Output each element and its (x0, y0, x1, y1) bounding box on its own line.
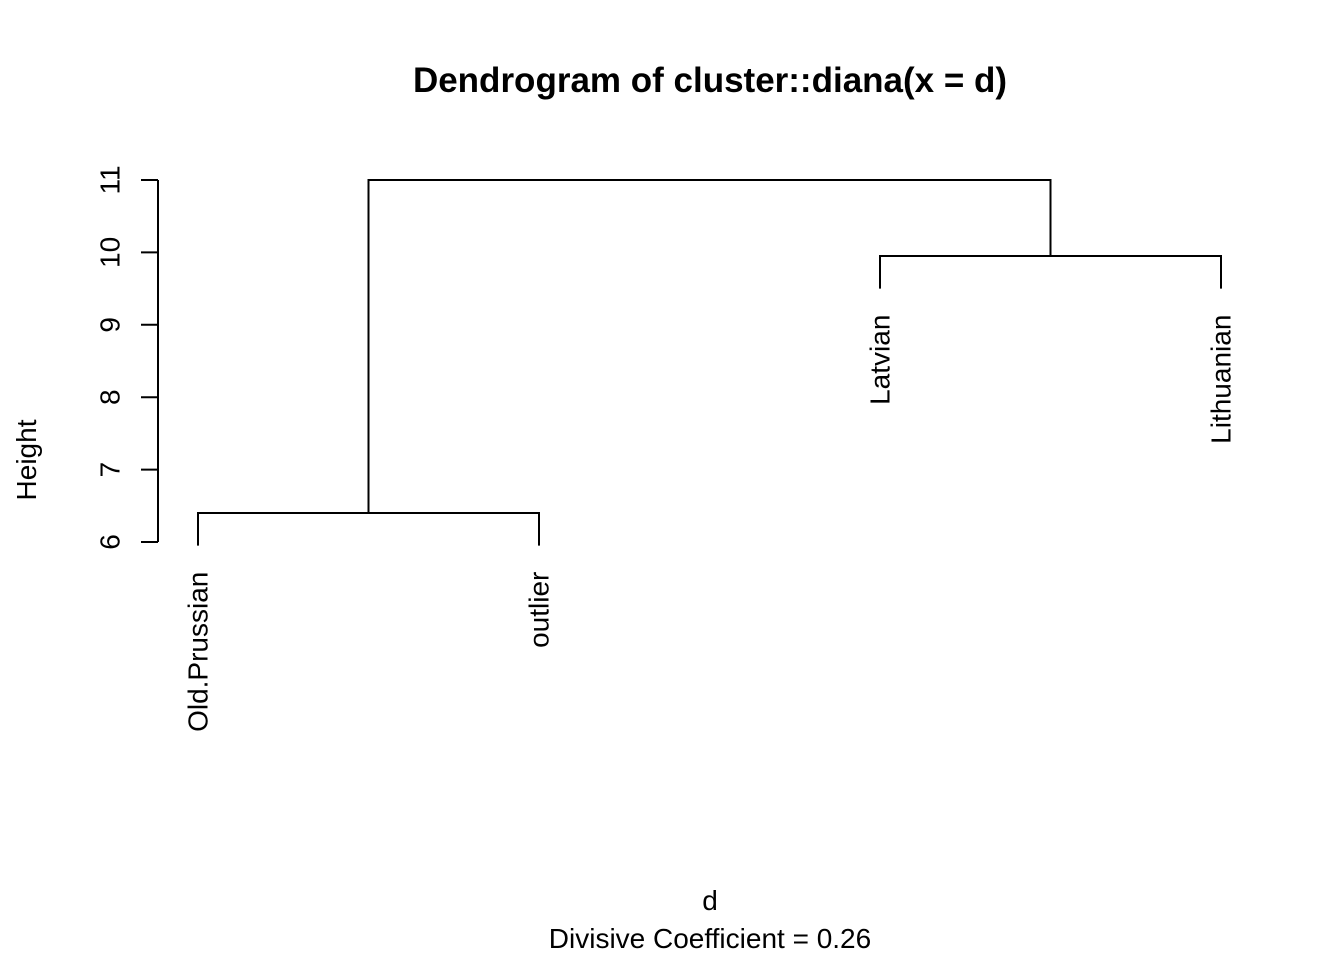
leaf-label: Lithuanian (1206, 315, 1237, 444)
branch-latvian-lithuanian (879, 255, 1222, 289)
y-ticks: 6 7 8 9 10 11 (95, 165, 158, 550)
branch-root (367, 179, 1052, 514)
leaf-label: outlier (524, 572, 555, 648)
dendrogram-branches (197, 179, 1222, 546)
y-tick-label: 6 (95, 534, 126, 550)
y-tick-label: 8 (95, 389, 126, 405)
leaf-labels: Old.Prussian outlier Latvian Lithuanian (183, 315, 1237, 732)
chart-title: Dendrogram of cluster::diana(x = d) (413, 61, 1007, 100)
divisive-coefficient-label: Divisive Coefficient = 0.26 (549, 923, 871, 954)
y-tick-label: 10 (95, 237, 126, 268)
leaf-label: Old.Prussian (183, 572, 214, 732)
y-tick-label: 11 (95, 165, 126, 194)
branch-old-prussian-outlier (197, 512, 540, 546)
y-tick-label: 9 (95, 317, 126, 333)
y-axis-label: Height (11, 419, 42, 500)
y-axis: 6 7 8 9 10 11 (95, 165, 159, 550)
leaf-label: Latvian (865, 315, 896, 405)
x-axis-label: d (702, 885, 718, 916)
y-tick-label: 7 (95, 462, 126, 478)
